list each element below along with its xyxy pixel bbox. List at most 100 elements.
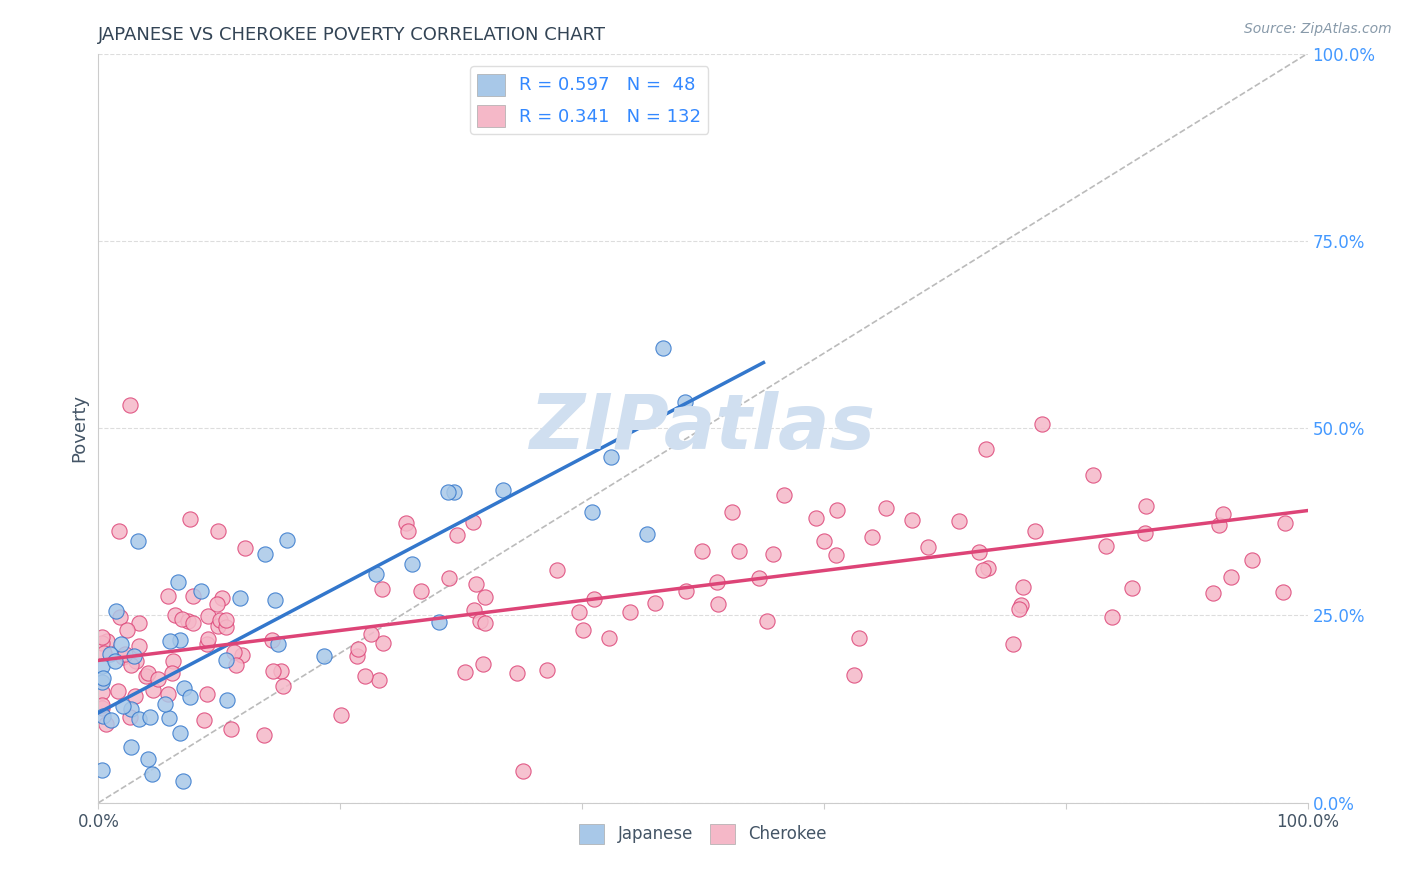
Point <box>94 716 117 731</box>
Point <box>772 487 794 501</box>
Point <box>804 511 827 525</box>
Point <box>207 618 229 632</box>
Point <box>368 673 391 687</box>
Point <box>1274 516 1296 531</box>
Point <box>156 687 179 701</box>
Point <box>1001 637 1024 651</box>
Point <box>371 582 394 596</box>
Point <box>673 395 696 409</box>
Point <box>1135 526 1157 541</box>
Point <box>91 698 114 712</box>
Point <box>1012 580 1035 594</box>
Point <box>135 669 157 683</box>
Point <box>1010 598 1032 612</box>
Point <box>111 699 134 714</box>
Point <box>98 647 121 661</box>
Point <box>536 664 558 678</box>
Point <box>91 763 114 777</box>
Point <box>347 642 370 657</box>
Point <box>314 649 336 664</box>
Point <box>91 630 114 644</box>
Point <box>437 571 460 585</box>
Point <box>169 633 191 648</box>
Point <box>138 752 160 766</box>
Point <box>118 710 141 724</box>
Point <box>160 665 183 680</box>
Point <box>472 657 495 671</box>
Point <box>972 563 994 577</box>
Point <box>157 589 180 603</box>
Point <box>461 516 484 530</box>
Point <box>827 503 849 517</box>
Point <box>197 608 219 623</box>
Point <box>755 614 778 628</box>
Point <box>967 545 990 559</box>
Point <box>396 524 419 538</box>
Point <box>901 513 924 527</box>
Point <box>976 561 998 575</box>
Point <box>183 616 205 631</box>
Point <box>91 658 114 673</box>
Point <box>1212 507 1234 521</box>
Point <box>844 668 866 682</box>
Point <box>139 710 162 724</box>
Point <box>813 534 835 549</box>
Point <box>107 524 129 539</box>
Point <box>229 591 252 605</box>
Point <box>271 679 294 693</box>
Y-axis label: Poverty: Poverty <box>70 394 89 462</box>
Point <box>360 627 382 641</box>
Legend: Japanese, Cherokee: Japanese, Cherokee <box>572 817 834 851</box>
Point <box>179 690 201 704</box>
Point <box>1024 524 1046 539</box>
Point <box>222 645 245 659</box>
Point <box>181 589 204 603</box>
Point <box>474 615 496 630</box>
Point <box>136 666 159 681</box>
Point <box>114 647 136 661</box>
Point <box>172 611 194 625</box>
Point <box>506 665 529 680</box>
Point <box>568 605 591 619</box>
Point <box>104 604 127 618</box>
Point <box>1208 517 1230 532</box>
Point <box>706 575 728 590</box>
Point <box>276 533 298 548</box>
Point <box>875 501 897 516</box>
Point <box>825 549 848 563</box>
Point <box>118 399 141 413</box>
Point <box>179 512 201 526</box>
Point <box>474 591 496 605</box>
Point <box>492 483 515 498</box>
Point <box>690 543 713 558</box>
Point <box>159 711 181 725</box>
Point <box>1101 610 1123 624</box>
Point <box>100 713 122 727</box>
Point <box>1095 539 1118 553</box>
Text: Source: ZipAtlas.com: Source: ZipAtlas.com <box>1244 22 1392 37</box>
Point <box>104 654 127 668</box>
Point <box>110 637 132 651</box>
Point <box>598 631 620 645</box>
Text: ZIPatlas: ZIPatlas <box>530 392 876 465</box>
Point <box>1135 499 1157 513</box>
Point <box>115 624 138 638</box>
Point <box>262 665 284 679</box>
Point <box>728 543 751 558</box>
Point <box>748 571 770 585</box>
Point <box>169 726 191 740</box>
Point <box>91 708 114 723</box>
Point <box>96 634 118 648</box>
Point <box>512 764 534 779</box>
Point <box>848 632 870 646</box>
Point <box>93 646 115 660</box>
Point <box>91 636 114 650</box>
Point <box>465 576 488 591</box>
Point <box>225 657 247 672</box>
Point <box>215 692 238 706</box>
Point <box>346 648 368 663</box>
Point <box>572 624 595 638</box>
Point <box>409 584 432 599</box>
Point <box>233 541 256 555</box>
Point <box>1240 553 1263 567</box>
